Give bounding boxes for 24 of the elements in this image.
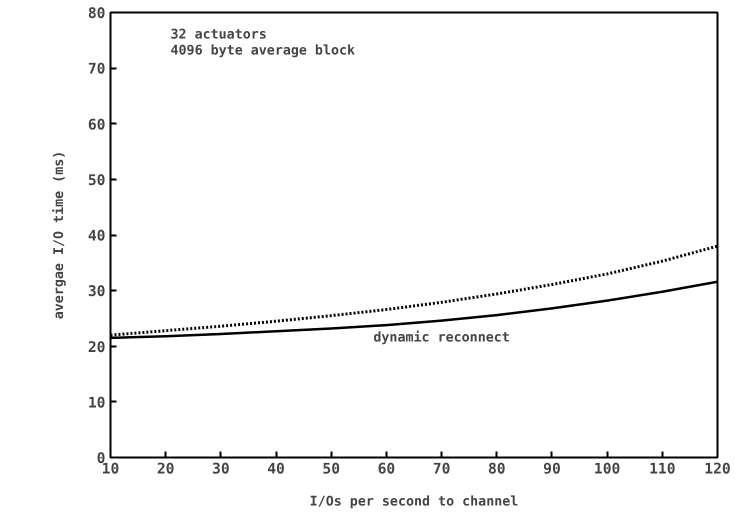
annotation: 4096 byte average block [170,44,356,58]
x-tick-label: 100 [594,460,620,478]
y-tick-label: 80 [88,5,106,22]
x-tick-label: 40 [267,460,285,478]
y-tick-label: 40 [88,228,106,244]
y-tick-label: 50 [88,172,106,189]
y-tick-label: 20 [88,338,106,356]
x-tick-label: 60 [378,460,396,478]
series-label: dynamic reconnect [373,330,510,346]
x-tick-label: 80 [488,460,506,478]
x-tick-label: 70 [432,460,450,478]
annotation: 32 actuators [170,28,267,42]
y-tick-label: 10 [88,394,106,412]
x-tick-label: 20 [156,460,175,478]
x-axis-title: I/Os per second to channel [310,494,518,510]
y-tick-label: 60 [88,116,106,134]
y-axis-title: avergae I/O time (ms) [52,150,67,320]
x-tick-label: 30 [212,460,230,478]
x-tick-label: 90 [543,460,561,478]
y-tick-label: 30 [88,283,106,300]
x-tick-label: 120 [704,460,731,478]
x-tick-label: 110 [649,460,676,478]
x-tick-label: 50 [322,460,340,478]
y-tick-label: 70 [88,60,106,78]
